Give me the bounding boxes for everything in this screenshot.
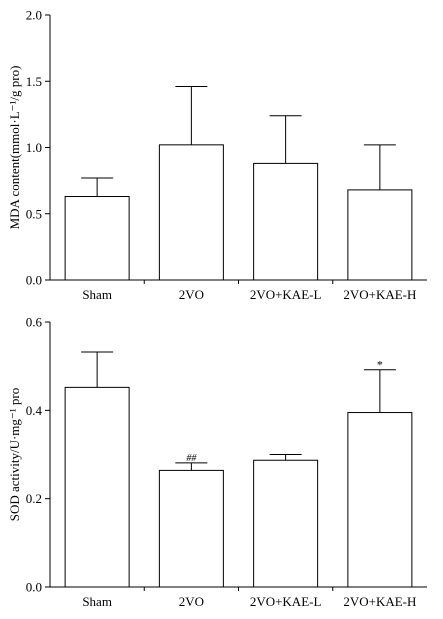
x-category-label: 2VO+KAE-H <box>343 287 416 302</box>
bar-2vo-kae-l <box>253 162 319 281</box>
y-tick-label: 0.6 <box>26 315 43 330</box>
x-category-label: 2VO <box>179 594 204 609</box>
y-tick-label: 0.0 <box>26 580 42 595</box>
chart-panel-1: 0.0 0.5 1.0 1.5 2.0 Sham 2VO 2VO+KAE-L 2VO+KAE-H… <box>7 8 427 302</box>
x-category-label: 2VO+KAE-L <box>250 287 322 302</box>
bar-sham <box>64 196 130 281</box>
y-tick-label: 0.0 <box>26 273 42 288</box>
bar-2vo <box>158 144 224 281</box>
chart-panel-2: 0.0 0.2 0.4 0.6 Sham ## 2VO 2VO+KAE-L * 2VO+KAE-H… <box>7 315 427 609</box>
x-category-label: 2VO+KAE-L <box>250 594 322 609</box>
y-axis-label: SOD activity/U·mg⁻¹ pro <box>7 388 22 522</box>
bar-2vo-kae-l <box>253 459 319 588</box>
significance-marker: * <box>377 358 383 372</box>
bar-2vo <box>158 469 224 588</box>
significance-marker: ## <box>186 453 197 464</box>
x-category-label: Sham <box>82 594 112 609</box>
x-category-label: Sham <box>82 287 112 302</box>
y-tick-label: 0.4 <box>26 403 43 418</box>
bar-sham <box>64 386 130 588</box>
x-category-label: 2VO+KAE-H <box>343 594 416 609</box>
x-category-label: 2VO <box>179 287 204 302</box>
y-tick-label: 2.0 <box>26 8 42 23</box>
bar-2vo-kae-h <box>347 189 413 281</box>
y-tick-label: 0.2 <box>26 491 42 506</box>
y-tick-label: 1.0 <box>26 140 42 155</box>
y-axis-label: MDA content(mmol·L⁻¹/g pro) <box>7 66 22 230</box>
y-tick-label: 1.5 <box>26 74 42 89</box>
y-tick-label: 0.5 <box>26 206 42 221</box>
bar-2vo-kae-h <box>347 412 413 588</box>
